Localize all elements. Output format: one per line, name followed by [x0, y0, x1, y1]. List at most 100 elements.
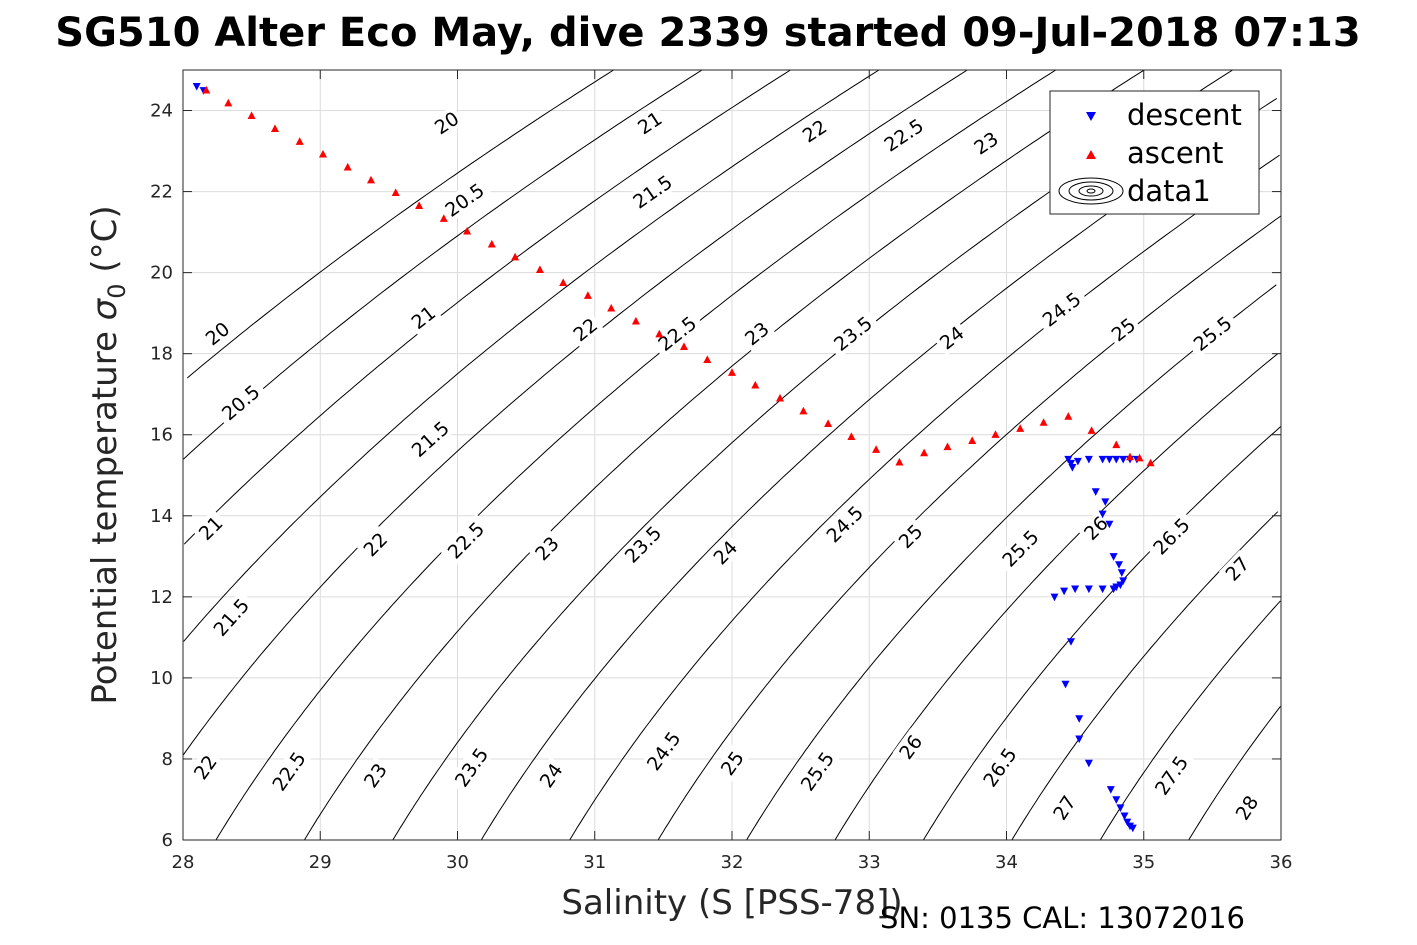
descent-marker	[1101, 498, 1110, 506]
ascent-marker	[202, 85, 211, 94]
ascent-marker	[439, 214, 448, 222]
contour-line	[1188, 705, 1281, 841]
legend-ascent-label: ascent	[1127, 136, 1223, 170]
contour-label-background	[738, 315, 776, 352]
ascent-marker	[968, 436, 977, 444]
y-tick-label: 22	[150, 182, 173, 203]
contour-label-background	[533, 756, 569, 794]
descent-marker	[1098, 510, 1107, 519]
descent-marker	[1123, 818, 1132, 827]
contour-label-background	[436, 175, 493, 224]
contour-line	[1099, 600, 1281, 841]
ascent-marker	[559, 278, 568, 286]
y-tick-label: 14	[150, 506, 173, 527]
axis-ticks: 28 29 30 31 32 33 34 35 36 6 8 10 12 14 16 18 20 22 24	[150, 70, 1292, 873]
descent-marker	[1105, 455, 1114, 464]
x-axis-label: Salinity (S [PSS-78])	[561, 883, 902, 923]
ascent-marker	[895, 457, 904, 466]
contour-label-background	[975, 739, 1024, 795]
contour-label-background	[793, 743, 842, 799]
descent-marker	[1116, 804, 1125, 812]
contour-label-background	[795, 113, 833, 149]
legend-box	[1049, 90, 1260, 215]
ascent-marker	[1112, 440, 1121, 449]
ascent-marker	[271, 124, 279, 132]
contour-line	[183, 69, 880, 642]
descent-marker	[1106, 786, 1115, 794]
contour-label-background	[624, 167, 681, 216]
chart-title: SG510 Alter Eco May, dive 2339 started 0…	[55, 10, 1360, 56]
contour-label-background	[1104, 311, 1142, 348]
descent-marker	[1084, 759, 1093, 768]
legend-descent-marker	[1086, 112, 1096, 121]
x-tick-label: 31	[583, 852, 606, 873]
contour-line	[392, 69, 1233, 841]
descent-marker	[1128, 824, 1137, 833]
descent-marker	[1071, 585, 1080, 594]
ascent-marker	[487, 239, 496, 248]
x-tick-label: 35	[1132, 852, 1155, 873]
contour-label-background	[198, 315, 236, 352]
data-markers	[192, 83, 1155, 833]
descent-marker	[1075, 715, 1084, 723]
descent-marker	[1109, 553, 1118, 561]
ascent-marker	[463, 226, 472, 235]
descent-marker	[1060, 587, 1069, 596]
contour-label-background	[714, 744, 750, 782]
descent-marker	[1064, 455, 1073, 464]
contour-label-background	[875, 111, 932, 159]
ascent-marker	[607, 303, 616, 312]
ascent-marker	[943, 442, 952, 451]
y-axis-label-subscript: 0	[103, 283, 131, 298]
descent-marker	[1098, 585, 1107, 594]
ascent-marker	[415, 201, 424, 209]
ascent-marker	[655, 329, 664, 338]
contour-label-background	[403, 413, 457, 465]
ascent-marker	[872, 445, 881, 453]
contour-line	[182, 69, 968, 756]
contour-label-background	[706, 533, 744, 571]
descent-marker	[1098, 455, 1107, 464]
y-axis-label-symbol: σ	[85, 297, 125, 320]
contour-label-background	[631, 105, 669, 141]
ascent-marker	[703, 355, 712, 363]
ascent-marker	[535, 265, 544, 273]
contour-line	[834, 353, 1279, 841]
legend-contour-icon	[1058, 177, 1124, 205]
contour-label-background	[192, 509, 229, 547]
y-axis-label-unit: (°C)	[85, 205, 125, 283]
ascent-marker	[319, 149, 327, 158]
ascent-marker	[776, 393, 784, 402]
ascent-marker	[583, 291, 592, 299]
contour-label-background	[649, 308, 705, 359]
x-tick-label: 30	[446, 852, 469, 873]
y-tick-label: 10	[150, 668, 173, 689]
y-tick-label: 16	[150, 425, 173, 446]
contour-label-background	[1145, 509, 1198, 563]
descent-marker	[1067, 638, 1075, 646]
x-tick-label: 36	[1270, 852, 1293, 873]
descent-marker	[1075, 735, 1084, 744]
ascent-marker	[1087, 426, 1096, 434]
descent-marker	[1061, 680, 1070, 689]
descent-marker	[192, 83, 201, 91]
ascent-marker	[1016, 424, 1025, 432]
contour-label-background	[818, 497, 871, 550]
ascent-marker	[631, 316, 640, 325]
contour-label-background	[1185, 308, 1240, 359]
ascent-marker	[511, 252, 520, 261]
x-tick-label: 28	[172, 852, 195, 873]
contour-line	[480, 97, 1278, 841]
contour-line	[183, 69, 791, 545]
y-tick-label: 6	[162, 830, 173, 851]
contour-label-background	[994, 521, 1047, 575]
ascent-marker	[224, 98, 233, 107]
ascent-marker	[1135, 453, 1144, 462]
x-tick-label: 29	[309, 852, 332, 873]
serial-calibration-footer: SN: 0135 CAL: 13072016	[880, 901, 1245, 935]
contour-label-background	[933, 319, 971, 356]
ascent-marker	[247, 111, 256, 119]
contour-label-background	[892, 517, 929, 555]
